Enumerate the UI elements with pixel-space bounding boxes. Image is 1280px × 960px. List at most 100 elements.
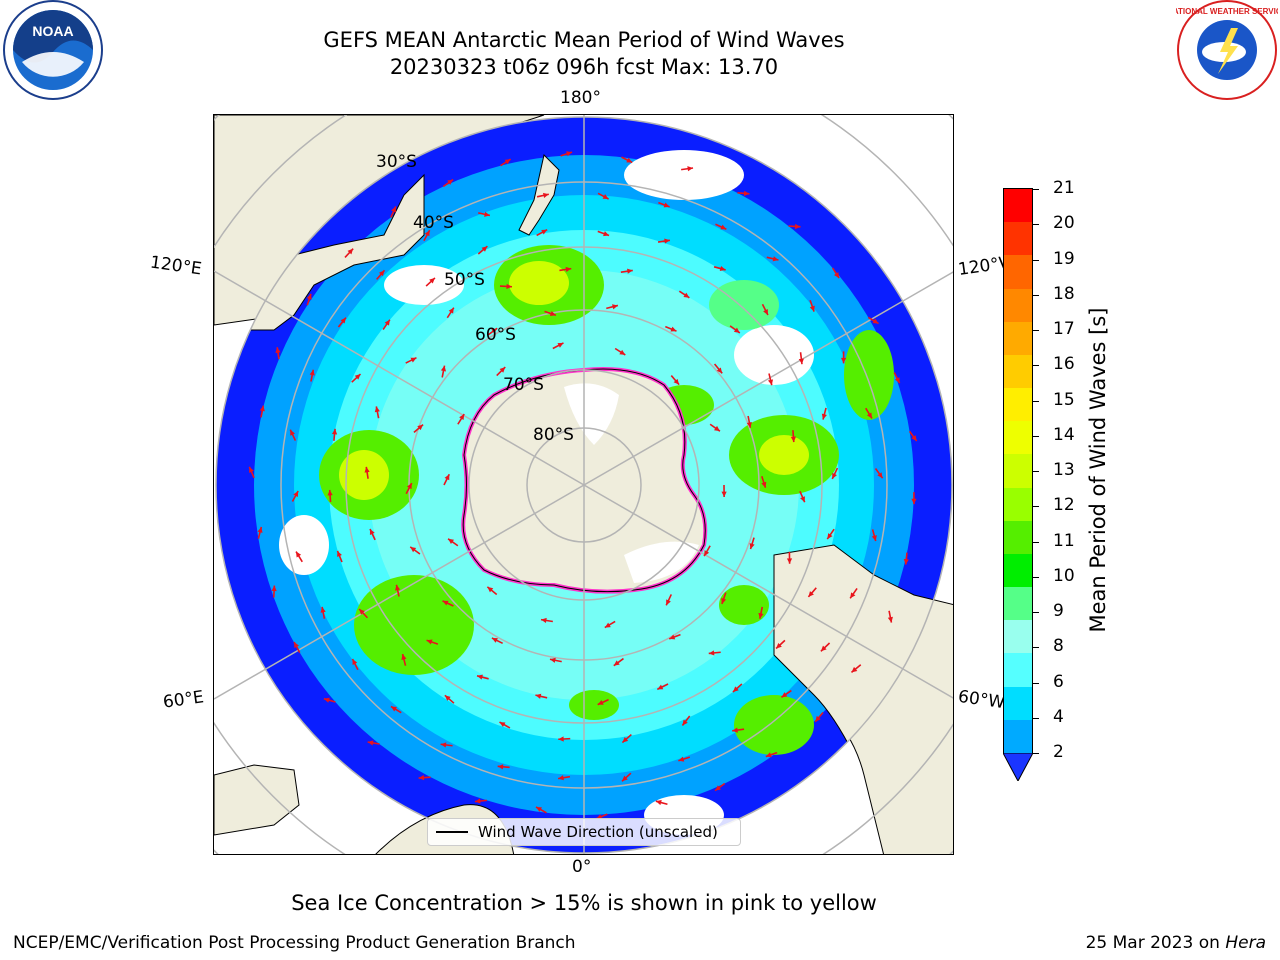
wave-arrow-head xyxy=(781,692,788,698)
wave-arrow-head xyxy=(499,722,506,728)
wave-arrow-head xyxy=(714,425,720,432)
colorbar-tick-mark xyxy=(1033,717,1039,719)
colorbar-segment xyxy=(1004,487,1032,521)
wave-arrow-head xyxy=(603,231,610,237)
nws-logo: NATIONAL WEATHER SERVICE xyxy=(1167,0,1280,100)
colorbar-tick-mark xyxy=(1033,400,1039,402)
colorbar-segment xyxy=(1004,222,1032,256)
wave-arrow-head xyxy=(708,650,715,656)
wave-arrow-head xyxy=(417,424,424,431)
wave-arrow-head xyxy=(406,483,412,490)
wave-arrow-head xyxy=(557,342,564,348)
colorbar-tick-label: 19 xyxy=(1053,248,1075,269)
wave-arrow-head xyxy=(911,498,917,505)
colorbar-tick-label: 8 xyxy=(1053,636,1064,657)
wave-arrow-head xyxy=(746,421,752,428)
wave-arrow-head xyxy=(866,412,872,419)
wave-arrow-head xyxy=(259,405,265,412)
wave-arrow-head xyxy=(743,190,750,196)
wave-arrow-head xyxy=(497,764,504,770)
lat-label-60s: 60°S xyxy=(475,325,516,345)
wave-arrow-head xyxy=(596,814,603,820)
wave-arrow-head xyxy=(720,224,727,230)
wave-arrow-head xyxy=(369,528,375,535)
wave-arrow-head xyxy=(840,357,847,364)
colorbar-segment xyxy=(1004,553,1032,588)
wave-arrow-head xyxy=(320,606,326,613)
colorbar-tick-mark xyxy=(1033,612,1039,613)
footer-date: 25 Mar 2023 on Hera xyxy=(1086,933,1266,953)
lon-label-60w: 60°W xyxy=(956,686,1007,714)
wave-arrow-head xyxy=(429,277,435,284)
wave-arrow-head xyxy=(621,775,628,782)
wave-arrow-head xyxy=(872,318,879,324)
colorbar-tick-label: 12 xyxy=(1053,495,1075,516)
chart-title: GEFS MEAN Antarctic Mean Period of Wind … xyxy=(323,28,845,52)
colorbar-segment xyxy=(1004,686,1032,720)
wave-arrow-head xyxy=(663,202,670,208)
wave-arrow-head xyxy=(704,550,710,557)
colorbar-tick-mark xyxy=(1033,189,1039,190)
wave-arrow-head xyxy=(558,775,564,781)
colorbar-segment xyxy=(1004,388,1032,422)
wave-arrow-head xyxy=(669,634,676,640)
wave-arrow-head xyxy=(721,491,727,497)
wave-arrow-head xyxy=(323,697,330,703)
wave-arrow-head xyxy=(758,612,764,619)
wave-arrow-head xyxy=(249,466,254,473)
colorbar-tick-mark xyxy=(1033,541,1039,543)
noaa-logo: NOAA xyxy=(2,0,104,100)
wave-arrow-head xyxy=(765,752,772,758)
map-svg xyxy=(214,115,953,854)
wave-arrow-head xyxy=(626,157,633,163)
colorbar-segment xyxy=(1004,520,1032,554)
wave-arrow-head xyxy=(597,700,604,705)
wave-arrow-head xyxy=(444,695,451,701)
lat-label-70s: 70°S xyxy=(503,375,544,395)
colorbar-tick-label: 18 xyxy=(1053,283,1075,304)
wave-arrow-head xyxy=(821,413,827,420)
colorbar-extend-triangle xyxy=(1003,753,1033,781)
wave-arrow-head xyxy=(440,365,447,372)
colorbar-tick-mark xyxy=(1033,471,1039,472)
colorbar-tick-label: 11 xyxy=(1053,530,1075,551)
colorbar-tick-label: 15 xyxy=(1053,389,1075,410)
colorbar-segment xyxy=(1004,454,1032,488)
wave-arrow-head xyxy=(549,311,556,317)
map-legend: Wind Wave Direction (unscaled) xyxy=(427,818,741,846)
wave-arrow-head xyxy=(481,246,488,252)
footer-date-text: 25 Mar 2023 on xyxy=(1085,933,1226,953)
wave-arrow-head xyxy=(499,367,506,373)
wave-arrow-head xyxy=(903,558,909,565)
colorbar-segment xyxy=(1004,189,1032,223)
wave-arrow-head xyxy=(715,785,721,791)
wave-arrow-head xyxy=(732,686,739,692)
wave-arrow-head xyxy=(761,481,767,488)
wave-arrow-head xyxy=(391,206,396,213)
wave-arrow-head xyxy=(622,737,629,743)
colorbar-tick-label: 21 xyxy=(1053,178,1075,198)
wave-arrow-head xyxy=(491,328,498,334)
wave-arrow-head xyxy=(384,319,390,326)
colorbar-tick-mark xyxy=(1033,294,1039,296)
wave-arrow-head xyxy=(657,684,664,690)
wave-arrow-head xyxy=(418,775,425,781)
wave-arrow-head xyxy=(542,192,549,198)
wave-arrow-head xyxy=(491,638,498,643)
wave-arrow-head xyxy=(257,526,263,533)
wave-arrow-head xyxy=(719,266,726,272)
wave-arrow-head xyxy=(683,292,690,298)
footer-host: Hera xyxy=(1225,933,1266,953)
lat-label-80s: 80°S xyxy=(533,425,574,445)
legend-line-sample xyxy=(436,831,468,833)
polar-map xyxy=(213,114,954,855)
colorbar-tick-mark xyxy=(1033,647,1039,649)
wave-arrow-head xyxy=(426,639,433,645)
wave-arrow-head xyxy=(827,533,833,540)
wave-arrow-head xyxy=(337,550,342,557)
wave-arrow-head xyxy=(540,617,547,624)
wave-arrow-head xyxy=(359,609,365,615)
wave-arrow-head xyxy=(763,308,768,315)
wave-arrow-head xyxy=(294,642,299,649)
wave-arrow-head xyxy=(290,429,295,436)
